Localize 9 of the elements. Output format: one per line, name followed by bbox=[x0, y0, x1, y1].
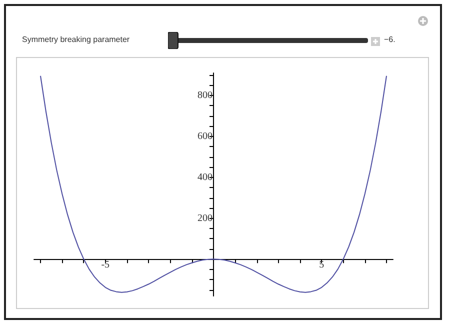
y-tick-label: 600 bbox=[198, 130, 212, 142]
y-tick-label: 400 bbox=[198, 172, 212, 183]
x-tick-label: 5 bbox=[319, 260, 324, 271]
y-tick-label: 800 bbox=[198, 90, 212, 102]
text: −6. bbox=[384, 35, 396, 44]
text: Symmetry breaking parameter bbox=[22, 35, 130, 44]
line-series bbox=[40, 75, 388, 293]
x-tick-label: -5 bbox=[101, 260, 110, 271]
y-tick-label: 200 bbox=[198, 212, 212, 224]
